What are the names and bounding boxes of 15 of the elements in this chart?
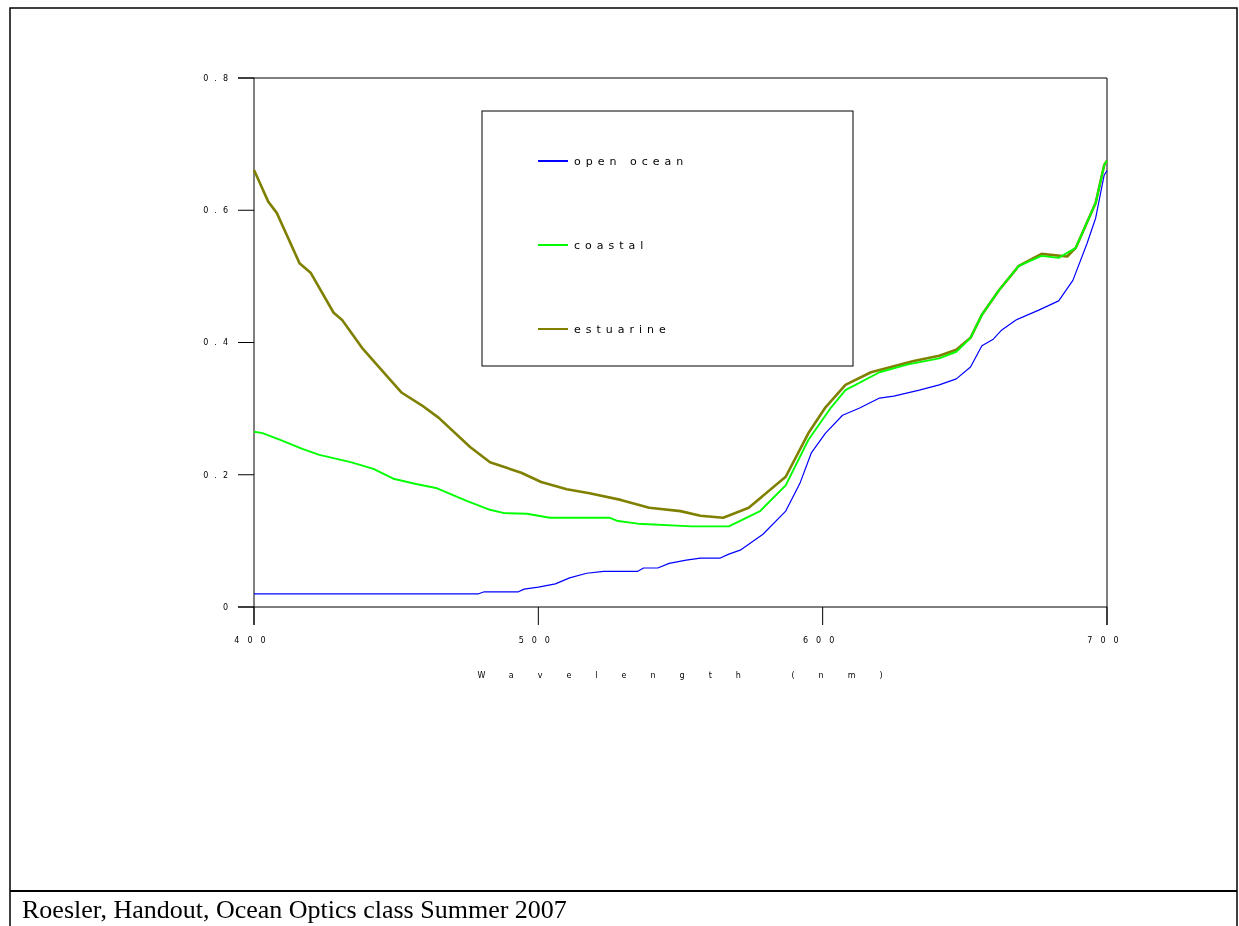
legend-label: coastal — [574, 238, 649, 252]
y-tick-label: 0.6 — [203, 206, 234, 216]
x-tick-label: 600 — [803, 635, 843, 645]
legend-label: open ocean — [574, 154, 689, 168]
x-tick-label: 700 — [1087, 635, 1127, 645]
y-tick-label: 0.2 — [203, 470, 234, 480]
line-series — [253, 169, 1108, 595]
x-axis-title: Wavelength (nm) — [477, 670, 907, 680]
y-tick-label: 0 — [222, 602, 234, 612]
legend-label: estuarine — [574, 322, 671, 336]
text: Roesler, Handout, Ocean Optics class Summer 2007 — [22, 895, 567, 924]
y-tick-label: 0.4 — [203, 338, 234, 348]
y-tick-label: 0.8 — [203, 73, 234, 83]
x-tick-label: 400 — [234, 635, 274, 645]
x-tick-label: 500 — [518, 635, 558, 645]
